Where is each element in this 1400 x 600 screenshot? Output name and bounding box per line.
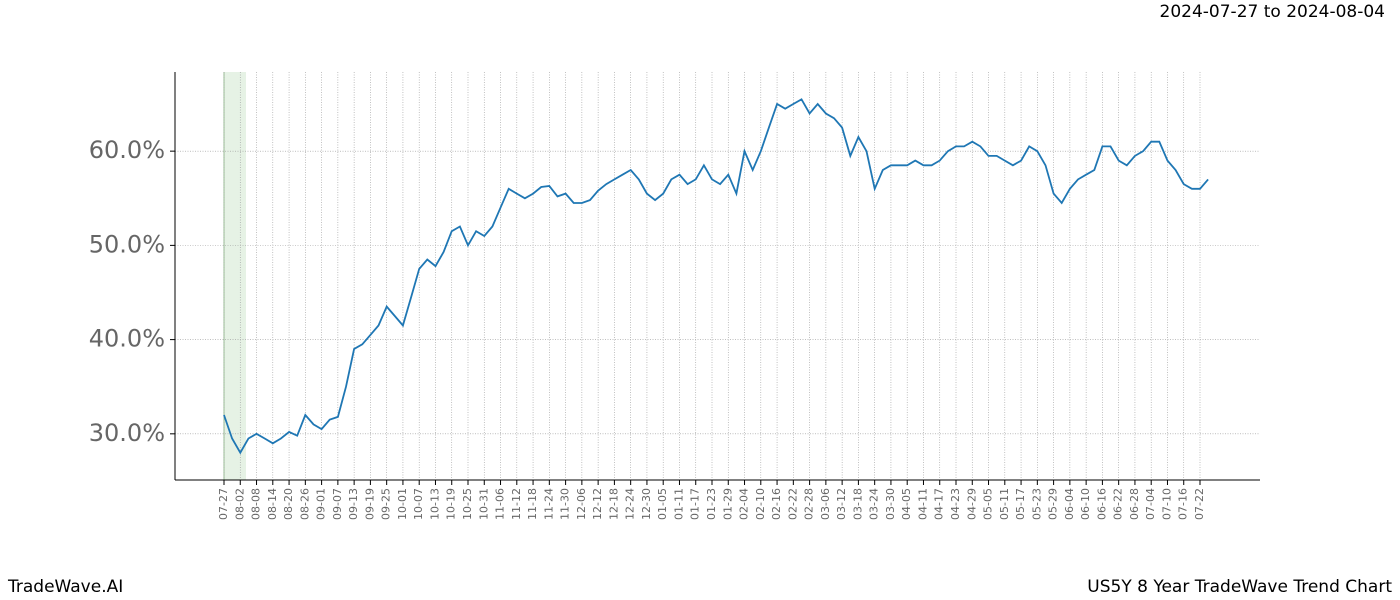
x-tick-label: 06-28 [1128,488,1141,520]
x-tick-label: 06-16 [1095,488,1108,520]
x-tick-label: 10-07 [412,488,425,520]
chart-title: US5Y 8 Year TradeWave Trend Chart [1087,577,1392,597]
x-tick-label: 08-14 [266,488,279,520]
x-tick-label: 09-01 [315,488,328,520]
x-tick-label: 06-04 [1063,488,1076,520]
x-tick-label: 07-27 [217,488,230,520]
x-tick-label: 11-12 [510,488,523,520]
x-tick-label: 02-10 [754,488,767,520]
x-tick-label: 06-10 [1079,488,1092,520]
trend-line [223,98,1209,455]
x-tick-label: 08-08 [250,488,263,520]
x-tick-label: 04-29 [965,488,978,520]
y-tick-label: 50.0% [89,230,165,258]
x-tick-label: 05-05 [982,488,995,520]
x-tick-label: 12-06 [575,488,588,520]
x-tick-label: 11-06 [494,488,507,520]
x-tick-label: 10-31 [477,488,490,520]
x-tick-label: 03-12 [835,488,848,520]
x-tick-label: 04-05 [900,488,913,520]
x-tick-label: 08-02 [233,488,246,520]
x-tick-label: 07-22 [1193,488,1206,520]
x-tick-label: 01-23 [705,488,718,520]
x-tick-label: 04-17 [933,488,946,520]
x-tick-label: 09-25 [380,488,393,520]
x-tick-label: 01-17 [689,488,702,520]
x-tick-label: 12-12 [591,488,604,520]
x-tick-label: 09-07 [331,488,344,520]
x-tick-label: 10-19 [445,488,458,520]
highlight-window [224,72,246,480]
x-tick-label: 01-11 [672,488,685,520]
x-tick-label: 03-18 [851,488,864,520]
x-tick-label: 11-18 [526,488,539,520]
x-tick-label: 04-11 [916,488,929,520]
x-tick-label: 02-22 [786,488,799,520]
x-tick-label: 10-25 [461,488,474,520]
x-tick-label: 10-01 [396,488,409,520]
x-tick-label: 12-24 [624,488,637,520]
brand: TradeWave.AI [7,577,123,597]
x-tick-label: 05-23 [1030,488,1043,520]
x-tick-label: 01-05 [656,488,669,520]
x-tick-label: 03-24 [868,488,881,520]
x-tick-label: 02-28 [803,488,816,520]
x-tick-label: 03-30 [884,488,897,520]
x-tick-label: 11-30 [559,488,572,520]
y-tick-label: 30.0% [89,419,165,447]
x-tick-label: 08-20 [282,488,295,520]
x-tick-label: 12-30 [640,488,653,520]
x-tick-label: 07-16 [1177,488,1190,520]
y-tick-label: 60.0% [89,136,165,164]
x-tick-label: 09-13 [347,488,360,520]
x-tick-label: 05-29 [1047,488,1060,520]
y-tick-label: 40.0% [89,325,165,353]
header-range: 2024-07-27 to 2024-08-04 [1160,2,1385,22]
x-tick-label: 07-04 [1144,488,1157,520]
x-tick-label: 07-10 [1160,488,1173,520]
x-tick-label: 01-29 [721,488,734,520]
x-tick-label: 08-26 [298,488,311,520]
x-tick-label: 02-16 [770,488,783,520]
x-tick-label: 10-13 [428,488,441,520]
x-tick-label: 12-18 [607,488,620,520]
x-tick-label: 09-19 [363,488,376,520]
x-tick-label: 04-23 [949,488,962,520]
x-tick-label: 05-11 [998,488,1011,520]
x-tick-label: 11-24 [542,488,555,520]
x-tick-label: 03-06 [819,488,832,520]
x-tick-label: 05-17 [1014,488,1027,520]
x-tick-label: 06-22 [1112,488,1125,520]
x-tick-label: 02-04 [738,488,751,520]
